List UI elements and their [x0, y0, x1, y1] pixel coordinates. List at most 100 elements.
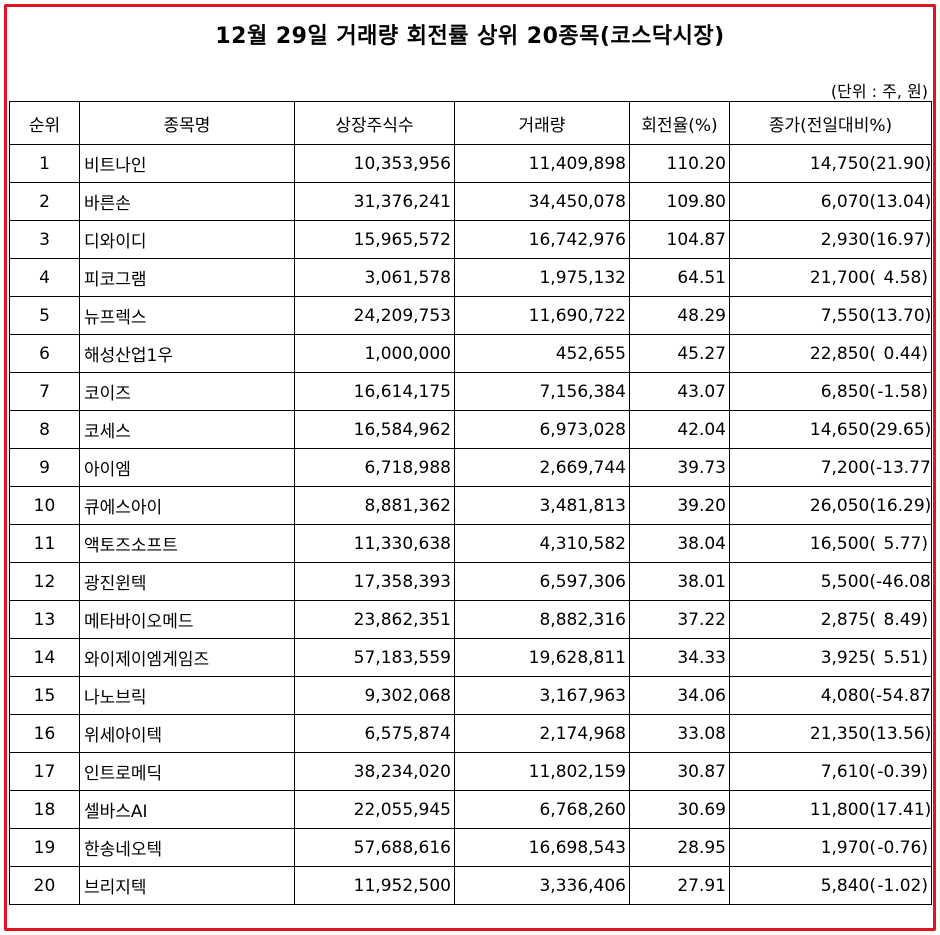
rank-cell: 17 [9, 752, 80, 791]
rank-cell: 15 [9, 676, 80, 715]
close-price: 7,200( [820, 457, 876, 478]
close-change-cell: 6,070(13.04) [729, 182, 932, 221]
change-percent: -1.58) [877, 381, 928, 402]
stock-name-cell: 인트로메딕 [79, 752, 295, 791]
table-row: 10 큐에스아이 8,881,362 3,481,813 39.20 26,050(16.… [9, 486, 932, 525]
turnover-cell: 104.87 [629, 220, 730, 259]
volume-cell: 3,336,406 [454, 866, 630, 905]
rank-cell: 7 [9, 372, 80, 411]
rank-cell: 2 [9, 182, 80, 221]
volume-cell: 2,669,744 [454, 448, 630, 487]
volume-cell: 16,698,543 [454, 828, 630, 867]
table-row: 16 위세아이텍 6,575,874 2,174,968 33.08 21,350(13.… [9, 714, 932, 753]
stock-name-cell: 코세스 [79, 410, 295, 449]
listed-shares-cell: 38,234,020 [294, 752, 455, 791]
header-stock-name: 종목명 [79, 101, 295, 145]
turnover-cell: 39.20 [629, 486, 730, 525]
rank-cell: 1 [9, 144, 80, 183]
close-price: 16,500( [809, 533, 876, 554]
turnover-cell: 45.27 [629, 334, 730, 373]
close-change-cell: 21,350(13.56) [729, 714, 932, 753]
stock-name-cell: 뉴프렉스 [79, 296, 295, 335]
rank-cell: 8 [9, 410, 80, 449]
turnover-cell: 34.06 [629, 676, 730, 715]
stock-name-cell: 액토즈소프트 [79, 524, 295, 563]
close-change-cell: 3,925(5.51) [729, 638, 932, 677]
listed-shares-cell: 17,358,393 [294, 562, 455, 601]
turnover-cell: 34.33 [629, 638, 730, 677]
listed-shares-cell: 16,584,962 [294, 410, 455, 449]
rank-cell: 5 [9, 296, 80, 335]
close-change-cell: 2,875( 8.49) [729, 600, 932, 639]
close-price: 14,650( [809, 419, 876, 440]
change-percent: 8.49) [883, 609, 928, 630]
table-row: 7 코이즈 16,614,175 7,156,384 43.07 6,850(-1.58) [9, 372, 932, 411]
close-change-cell: 26,050(16.29) [729, 486, 932, 525]
table-row: 5 뉴프렉스 24,209,753 11,690,722 48.29 7,550(13.7… [9, 296, 932, 335]
stock-name-cell: 브리지텍 [79, 866, 295, 905]
stock-name-cell: 와이제이엠게임즈 [79, 638, 295, 677]
change-percent: -54.87) [876, 685, 932, 706]
stock-name-cell: 위세아이텍 [79, 714, 295, 753]
listed-shares-cell: 9,302,068 [294, 676, 455, 715]
table-row: 6 해성산업1우 1,000,000 452,655 45.27 22,850(0.44) [9, 334, 932, 373]
volume-cell: 6,973,028 [454, 410, 630, 449]
turnover-cell: 38.01 [629, 562, 730, 601]
listed-shares-cell: 16,614,175 [294, 372, 455, 411]
turnover-cell: 33.08 [629, 714, 730, 753]
volume-cell: 34,450,078 [454, 182, 630, 221]
volume-cell: 19,628,811 [454, 638, 630, 677]
close-price: 5,500( [820, 571, 876, 592]
close-change-cell: 4,080(-54.87) [729, 676, 932, 715]
close-change-cell: 11,800(17.41) [729, 790, 932, 829]
turnover-cell: 28.95 [629, 828, 730, 867]
close-price: 1,970( [820, 837, 876, 858]
volume-cell: 1,975,132 [454, 258, 630, 297]
turnover-cell: 42.04 [629, 410, 730, 449]
listed-shares-cell: 10,353,956 [294, 144, 455, 183]
header-volume: 거래량 [454, 101, 630, 145]
turnover-ranking-table: 순위 종목명 상장주식수 거래량 회전율(%) 종가(전일대비%) 1 비트나인 1… [9, 101, 932, 905]
volume-cell: 11,409,898 [454, 144, 630, 183]
stock-name-cell: 나노브릭 [79, 676, 295, 715]
table-row: 1 비트나인 10,353,956 11,409,898 110.20 14,750(21… [9, 144, 932, 183]
close-price: 2,875( [820, 609, 876, 630]
listed-shares-cell: 22,055,945 [294, 790, 455, 829]
rank-cell: 4 [9, 258, 80, 297]
stock-name-cell: 해성산업1우 [79, 334, 295, 373]
turnover-cell: 27.91 [629, 866, 730, 905]
change-percent: 21.90) [876, 153, 932, 174]
turnover-cell: 43.07 [629, 372, 730, 411]
rank-cell: 12 [9, 562, 80, 601]
close-price: 5,840( [820, 875, 876, 896]
header-close-change: 종가(전일대비%) [729, 101, 932, 145]
close-change-cell: 5,500(-46.08) [729, 562, 932, 601]
rank-cell: 16 [9, 714, 80, 753]
change-percent: 17.41) [876, 799, 932, 820]
header-turnover: 회전율(%) [629, 101, 730, 145]
close-change-cell: 22,850(0.44) [729, 334, 932, 373]
listed-shares-cell: 15,965,572 [294, 220, 455, 259]
stock-name-cell: 피코그램 [79, 258, 295, 297]
close-change-cell: 1,970(-0.76) [729, 828, 932, 867]
rank-cell: 3 [9, 220, 80, 259]
close-price: 6,850( [820, 381, 876, 402]
change-percent: -0.39) [877, 761, 928, 782]
table-row: 9 아이엠 6,718,988 2,669,744 39.73 7,200(-13.77) [9, 448, 932, 487]
close-price: 7,550( [820, 305, 876, 326]
table-row: 15 나노브릭 9,302,068 3,167,963 34.06 4,080(-54.8… [9, 676, 932, 715]
change-percent: 4.58) [883, 267, 928, 288]
table-body: 1 비트나인 10,353,956 11,409,898 110.20 14,750(21… [9, 144, 932, 905]
stock-name-cell: 큐에스아이 [79, 486, 295, 525]
change-percent: 5.77) [883, 533, 928, 554]
table-header-row: 순위 종목명 상장주식수 거래량 회전율(%) 종가(전일대비%) [9, 101, 932, 145]
volume-cell: 6,768,260 [454, 790, 630, 829]
table-row: 2 바른손 31,376,241 34,450,078 109.80 6,070(13.0… [9, 182, 932, 221]
red-frame-border [4, 4, 936, 931]
turnover-cell: 39.73 [629, 448, 730, 487]
table-row: 8 코세스 16,584,962 6,973,028 42.04 14,650(29.65… [9, 410, 932, 449]
close-change-cell: 7,550(13.70) [729, 296, 932, 335]
listed-shares-cell: 31,376,241 [294, 182, 455, 221]
table-row: 17 인트로메딕 38,234,020 11,802,159 30.87 7,610(-0… [9, 752, 932, 791]
turnover-cell: 38.04 [629, 524, 730, 563]
